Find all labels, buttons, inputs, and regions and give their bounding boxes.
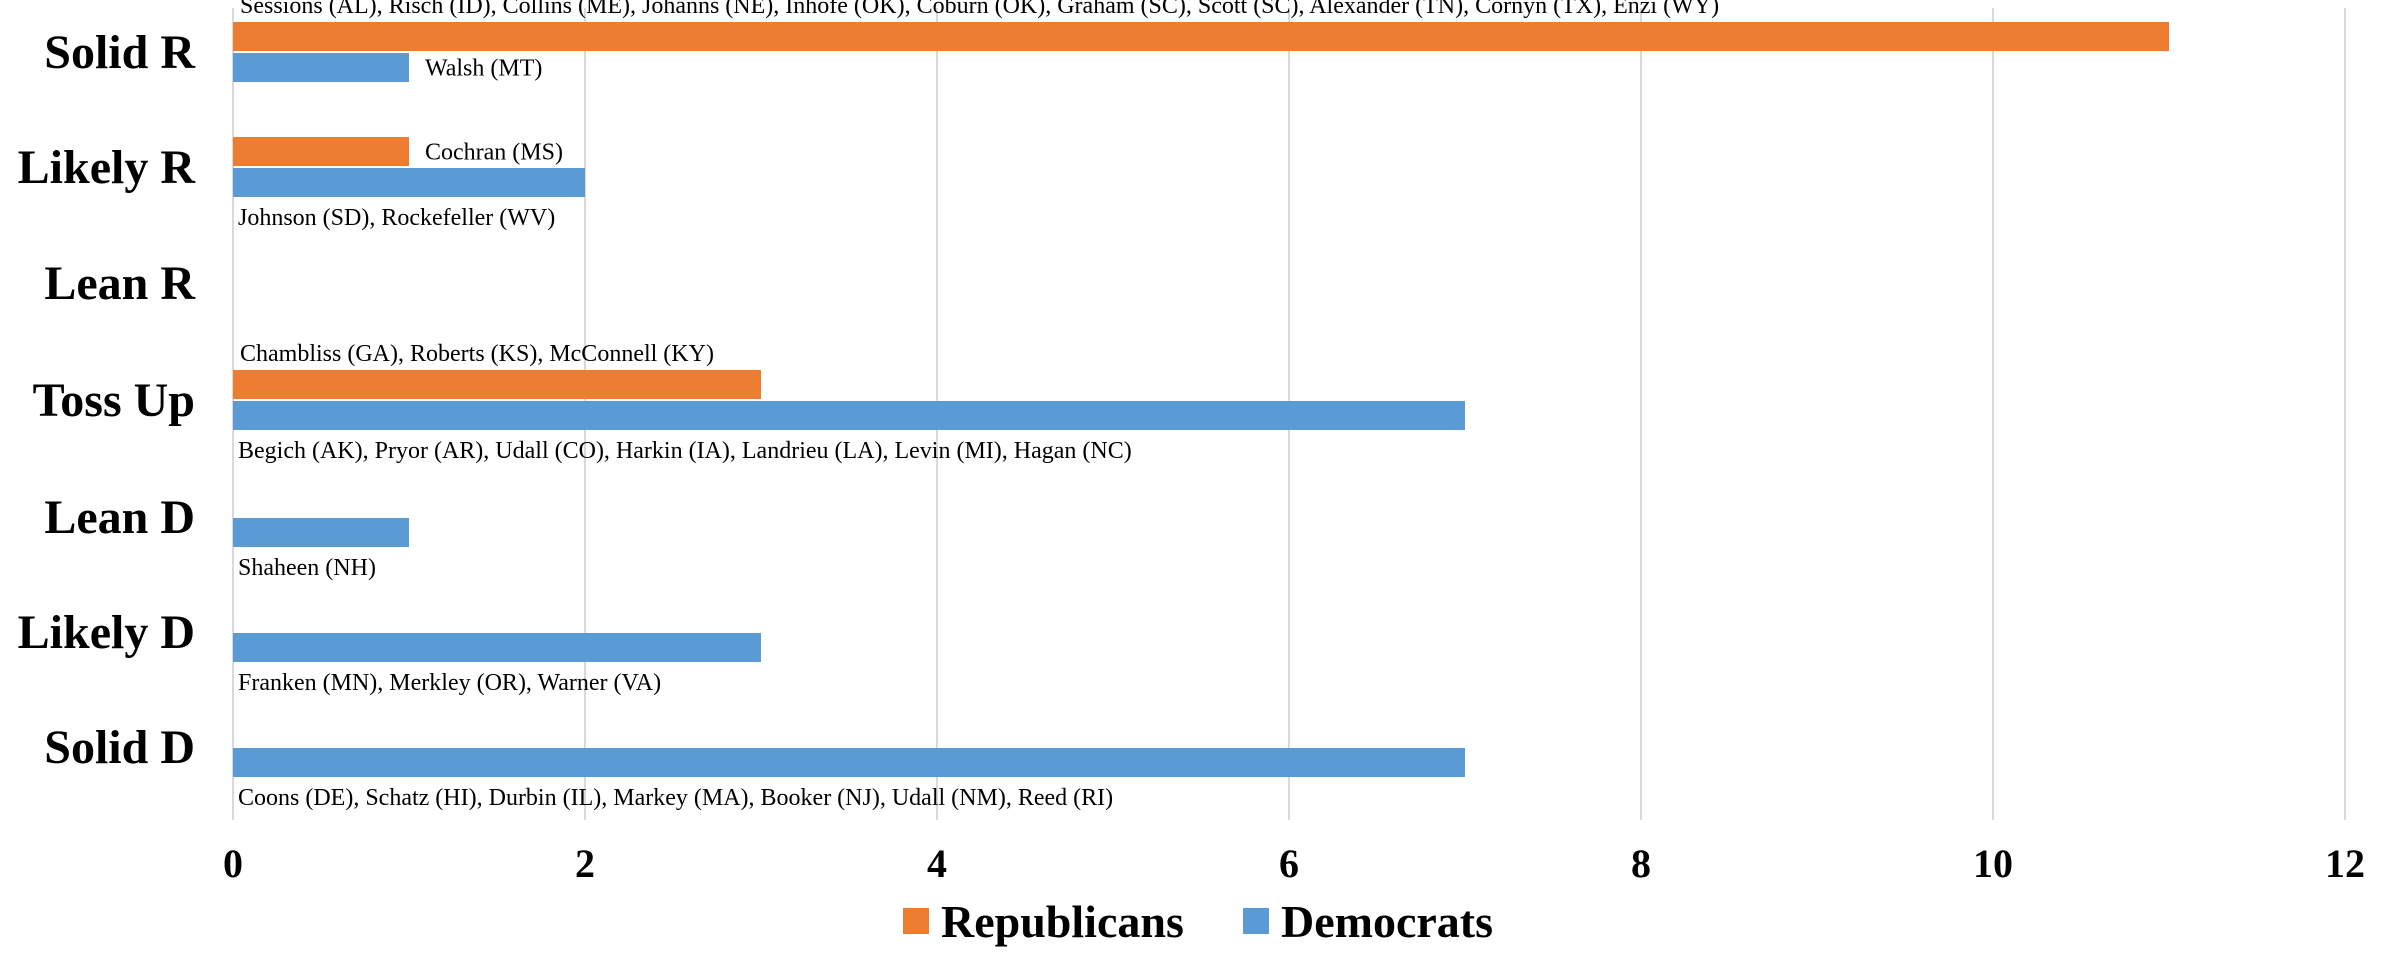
democrats-data-label: Begich (AK), Pryor (AR), Udall (CO), Har… — [238, 438, 1132, 464]
category-label: Toss Up — [33, 374, 195, 427]
bars — [233, 22, 2169, 777]
x-tick-label: 6 — [1279, 841, 1299, 886]
republicans-bar — [233, 137, 409, 166]
republicans-bar — [233, 370, 761, 399]
x-tick-label: 0 — [223, 841, 243, 886]
republicans-data-label: Cochran (MS) — [425, 140, 563, 166]
republicans-legend-label: Republicans — [941, 896, 1184, 947]
democrats-bar — [233, 518, 409, 547]
category-label: Likely D — [18, 606, 195, 659]
democrats-bar — [233, 633, 761, 662]
x-tick-label: 8 — [1631, 841, 1651, 886]
democrats-bar — [233, 748, 1465, 777]
democrats-data-label: Coons (DE), Schatz (HI), Durbin (IL), Ma… — [238, 785, 1113, 811]
democrats-data-label: Johnson (SD), Rockefeller (WV) — [238, 205, 555, 231]
democrats-data-label: Franken (MN), Merkley (OR), Warner (VA) — [238, 670, 661, 696]
category-label: Solid D — [44, 721, 195, 774]
republicans-legend-swatch — [903, 908, 929, 934]
legend: Republicans Democrats — [903, 896, 1493, 947]
democrats-bar — [233, 401, 1465, 430]
x-axis-tick-labels: 0 2 4 6 8 10 12 — [223, 841, 2365, 886]
democrats-legend-swatch — [1243, 908, 1269, 934]
x-tick-label: 12 — [2325, 841, 2365, 886]
category-axis-labels: Solid R Likely R Lean R Toss Up Lean D Likely… — [18, 26, 197, 774]
republicans-bar — [233, 22, 2169, 51]
republicans-data-label: Chambliss (GA), Roberts (KS), McConnell … — [240, 341, 714, 367]
democrats-data-label: Shaheen (NH) — [238, 555, 376, 581]
category-label: Lean R — [44, 257, 196, 310]
category-label: Likely R — [18, 141, 197, 194]
x-tick-label: 4 — [927, 841, 947, 886]
x-tick-label: 10 — [1973, 841, 2013, 886]
x-tick-label: 2 — [575, 841, 595, 886]
democrats-data-label: Walsh (MT) — [425, 56, 542, 82]
democrats-bar — [233, 168, 585, 197]
category-label: Solid R — [44, 26, 196, 79]
republicans-data-label: Sessions (AL), Risch (ID), Collins (ME),… — [240, 0, 1719, 19]
category-label: Lean D — [44, 491, 195, 544]
democrats-bar — [233, 53, 409, 82]
democrats-legend-label: Democrats — [1281, 896, 1493, 947]
bar-data-labels: Sessions (AL), Risch (ID), Collins (ME),… — [238, 0, 1719, 811]
